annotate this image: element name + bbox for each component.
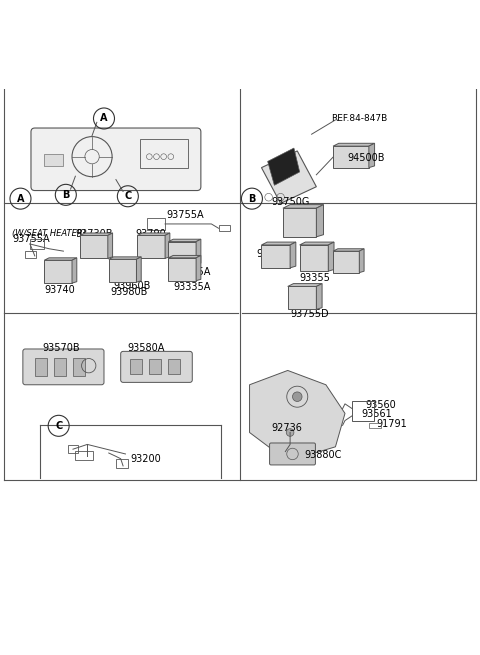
Text: 92736: 92736 bbox=[271, 422, 302, 433]
Text: A: A bbox=[17, 194, 24, 204]
Text: 93880C: 93880C bbox=[304, 450, 342, 460]
Circle shape bbox=[292, 392, 302, 402]
Polygon shape bbox=[165, 233, 170, 258]
FancyBboxPatch shape bbox=[23, 349, 104, 384]
Bar bbox=[54, 358, 66, 376]
Text: 91791: 91791 bbox=[376, 419, 407, 430]
FancyBboxPatch shape bbox=[120, 351, 192, 383]
Text: REF.84-847B: REF.84-847B bbox=[331, 114, 387, 123]
Polygon shape bbox=[283, 204, 324, 208]
Text: 93561: 93561 bbox=[362, 409, 393, 419]
Bar bbox=[80, 235, 108, 258]
Bar bbox=[283, 208, 316, 237]
Bar bbox=[130, 358, 142, 374]
Bar bbox=[288, 286, 316, 309]
Bar bbox=[168, 242, 196, 265]
Bar bbox=[73, 358, 85, 376]
Text: 93375: 93375 bbox=[257, 248, 288, 259]
Bar bbox=[333, 251, 360, 272]
Text: 93750G: 93750G bbox=[271, 197, 310, 208]
Text: 93980B: 93980B bbox=[110, 287, 147, 297]
Polygon shape bbox=[196, 239, 201, 265]
Polygon shape bbox=[268, 148, 300, 185]
Bar bbox=[149, 358, 161, 374]
Bar bbox=[300, 245, 328, 271]
Circle shape bbox=[286, 428, 294, 436]
Polygon shape bbox=[288, 284, 322, 286]
Polygon shape bbox=[333, 143, 374, 146]
Polygon shape bbox=[262, 151, 316, 204]
Polygon shape bbox=[328, 242, 334, 271]
Text: (W/SEAT HEATER): (W/SEAT HEATER) bbox=[12, 229, 86, 238]
Text: 93580A: 93580A bbox=[128, 343, 165, 354]
Polygon shape bbox=[137, 233, 170, 235]
Text: 93755D: 93755D bbox=[290, 309, 329, 319]
Text: 93755A: 93755A bbox=[166, 210, 204, 220]
Bar bbox=[262, 245, 290, 268]
Polygon shape bbox=[316, 204, 324, 237]
Text: A: A bbox=[100, 113, 108, 124]
Bar bbox=[137, 235, 165, 258]
Text: B: B bbox=[62, 190, 70, 200]
Text: 93730B: 93730B bbox=[75, 229, 113, 240]
Polygon shape bbox=[290, 242, 296, 268]
Polygon shape bbox=[72, 258, 77, 283]
Polygon shape bbox=[168, 255, 201, 258]
Polygon shape bbox=[300, 242, 334, 245]
Polygon shape bbox=[136, 257, 141, 282]
FancyBboxPatch shape bbox=[270, 443, 315, 465]
Bar bbox=[168, 258, 196, 281]
Text: 93790: 93790 bbox=[135, 229, 166, 240]
Bar bbox=[333, 146, 369, 168]
Polygon shape bbox=[262, 242, 296, 245]
Polygon shape bbox=[333, 249, 364, 251]
Text: 93960B: 93960B bbox=[114, 280, 151, 291]
Text: 93200: 93200 bbox=[130, 454, 161, 464]
Polygon shape bbox=[360, 249, 364, 272]
Polygon shape bbox=[196, 255, 201, 281]
Text: 93355: 93355 bbox=[300, 273, 331, 284]
Text: C: C bbox=[55, 421, 62, 431]
Text: C: C bbox=[124, 191, 132, 201]
Text: 93755A: 93755A bbox=[12, 234, 49, 244]
Bar bbox=[44, 155, 63, 166]
Polygon shape bbox=[250, 371, 345, 461]
Polygon shape bbox=[108, 233, 113, 258]
Polygon shape bbox=[44, 258, 77, 260]
Bar bbox=[168, 358, 180, 374]
Bar bbox=[109, 259, 136, 282]
Text: 94950: 94950 bbox=[333, 253, 364, 263]
Polygon shape bbox=[80, 233, 113, 235]
Text: 93335A: 93335A bbox=[173, 267, 211, 277]
Bar bbox=[44, 260, 72, 283]
Text: 93740: 93740 bbox=[44, 286, 75, 295]
Bar bbox=[35, 358, 47, 376]
FancyBboxPatch shape bbox=[31, 128, 201, 191]
Text: 93560: 93560 bbox=[365, 400, 396, 410]
Text: B: B bbox=[248, 194, 256, 204]
Polygon shape bbox=[109, 257, 141, 259]
Text: 93335A: 93335A bbox=[173, 282, 211, 292]
Polygon shape bbox=[369, 143, 374, 168]
Polygon shape bbox=[168, 239, 201, 242]
Polygon shape bbox=[316, 284, 322, 309]
Text: 93570B: 93570B bbox=[42, 343, 80, 354]
Text: 94500B: 94500B bbox=[348, 153, 385, 163]
